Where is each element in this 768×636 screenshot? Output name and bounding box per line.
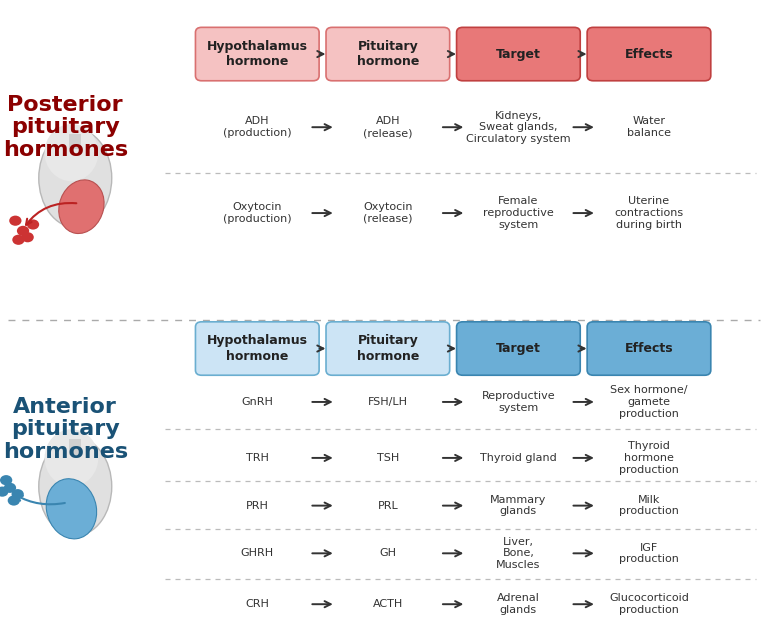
Text: Effects: Effects xyxy=(624,48,674,60)
Text: PRL: PRL xyxy=(377,501,399,511)
Text: IGF
production: IGF production xyxy=(619,543,679,564)
FancyBboxPatch shape xyxy=(456,322,581,375)
Text: Hypothalamus
hormone: Hypothalamus hormone xyxy=(207,40,308,68)
Ellipse shape xyxy=(38,128,112,228)
Text: Water
balance: Water balance xyxy=(627,116,671,138)
Text: FSH/LH: FSH/LH xyxy=(368,397,408,407)
Ellipse shape xyxy=(45,124,98,181)
FancyBboxPatch shape xyxy=(195,27,319,81)
Ellipse shape xyxy=(38,438,112,536)
Text: Oxytocin
(production): Oxytocin (production) xyxy=(223,202,292,224)
Text: Kidneys,
Sweat glands,
Circulatory system: Kidneys, Sweat glands, Circulatory syste… xyxy=(466,111,571,144)
Text: Hypothalamus
hormone: Hypothalamus hormone xyxy=(207,335,308,363)
FancyBboxPatch shape xyxy=(195,322,319,375)
Text: Glucocorticoid
production: Glucocorticoid production xyxy=(609,593,689,615)
Text: TSH: TSH xyxy=(377,453,399,463)
Text: Target: Target xyxy=(496,342,541,355)
Text: Milk
production: Milk production xyxy=(619,495,679,516)
Circle shape xyxy=(0,475,12,485)
Bar xyxy=(69,134,81,149)
Text: ACTH: ACTH xyxy=(372,599,403,609)
Text: Uterine
contractions
during birth: Uterine contractions during birth xyxy=(614,197,684,230)
Circle shape xyxy=(4,483,16,493)
Text: Oxytocin
(release): Oxytocin (release) xyxy=(363,202,412,224)
Ellipse shape xyxy=(45,429,98,487)
Circle shape xyxy=(0,487,8,497)
Text: Reproductive
system: Reproductive system xyxy=(482,391,555,413)
Text: Pituitary
hormone: Pituitary hormone xyxy=(356,40,419,68)
Circle shape xyxy=(12,235,25,245)
Text: ADH
(release): ADH (release) xyxy=(363,116,412,138)
Ellipse shape xyxy=(59,180,104,233)
Circle shape xyxy=(17,226,29,236)
Text: GH: GH xyxy=(379,548,396,558)
Text: Target: Target xyxy=(496,48,541,60)
Text: Anterior
pituitary
hormones: Anterior pituitary hormones xyxy=(3,397,127,462)
Text: GHRH: GHRH xyxy=(240,548,274,558)
Circle shape xyxy=(9,216,22,226)
Bar xyxy=(69,439,81,455)
Circle shape xyxy=(22,232,34,242)
Text: Adrenal
glands: Adrenal glands xyxy=(497,593,540,615)
Circle shape xyxy=(12,489,24,499)
FancyBboxPatch shape xyxy=(587,27,711,81)
Text: Thyroid
hormone
production: Thyroid hormone production xyxy=(619,441,679,474)
Text: GnRH: GnRH xyxy=(241,397,273,407)
Text: Female
reproductive
system: Female reproductive system xyxy=(483,197,554,230)
Circle shape xyxy=(8,495,20,506)
Text: Liver,
Bone,
Muscles: Liver, Bone, Muscles xyxy=(496,537,541,570)
Text: TRH: TRH xyxy=(246,453,269,463)
Text: CRH: CRH xyxy=(245,599,270,609)
Text: Thyroid gland: Thyroid gland xyxy=(480,453,557,463)
Text: Pituitary
hormone: Pituitary hormone xyxy=(356,335,419,363)
Text: ADH
(production): ADH (production) xyxy=(223,116,292,138)
FancyBboxPatch shape xyxy=(456,27,581,81)
Text: Effects: Effects xyxy=(624,342,674,355)
Circle shape xyxy=(27,219,39,230)
FancyBboxPatch shape xyxy=(326,322,449,375)
FancyBboxPatch shape xyxy=(326,27,449,81)
Text: Sex hormone/
gamete
production: Sex hormone/ gamete production xyxy=(611,385,687,418)
Text: Mammary
glands: Mammary glands xyxy=(490,495,547,516)
FancyBboxPatch shape xyxy=(587,322,711,375)
Text: Posterior
pituitary
hormones: Posterior pituitary hormones xyxy=(3,95,127,160)
Text: PRH: PRH xyxy=(246,501,269,511)
Ellipse shape xyxy=(46,479,97,539)
